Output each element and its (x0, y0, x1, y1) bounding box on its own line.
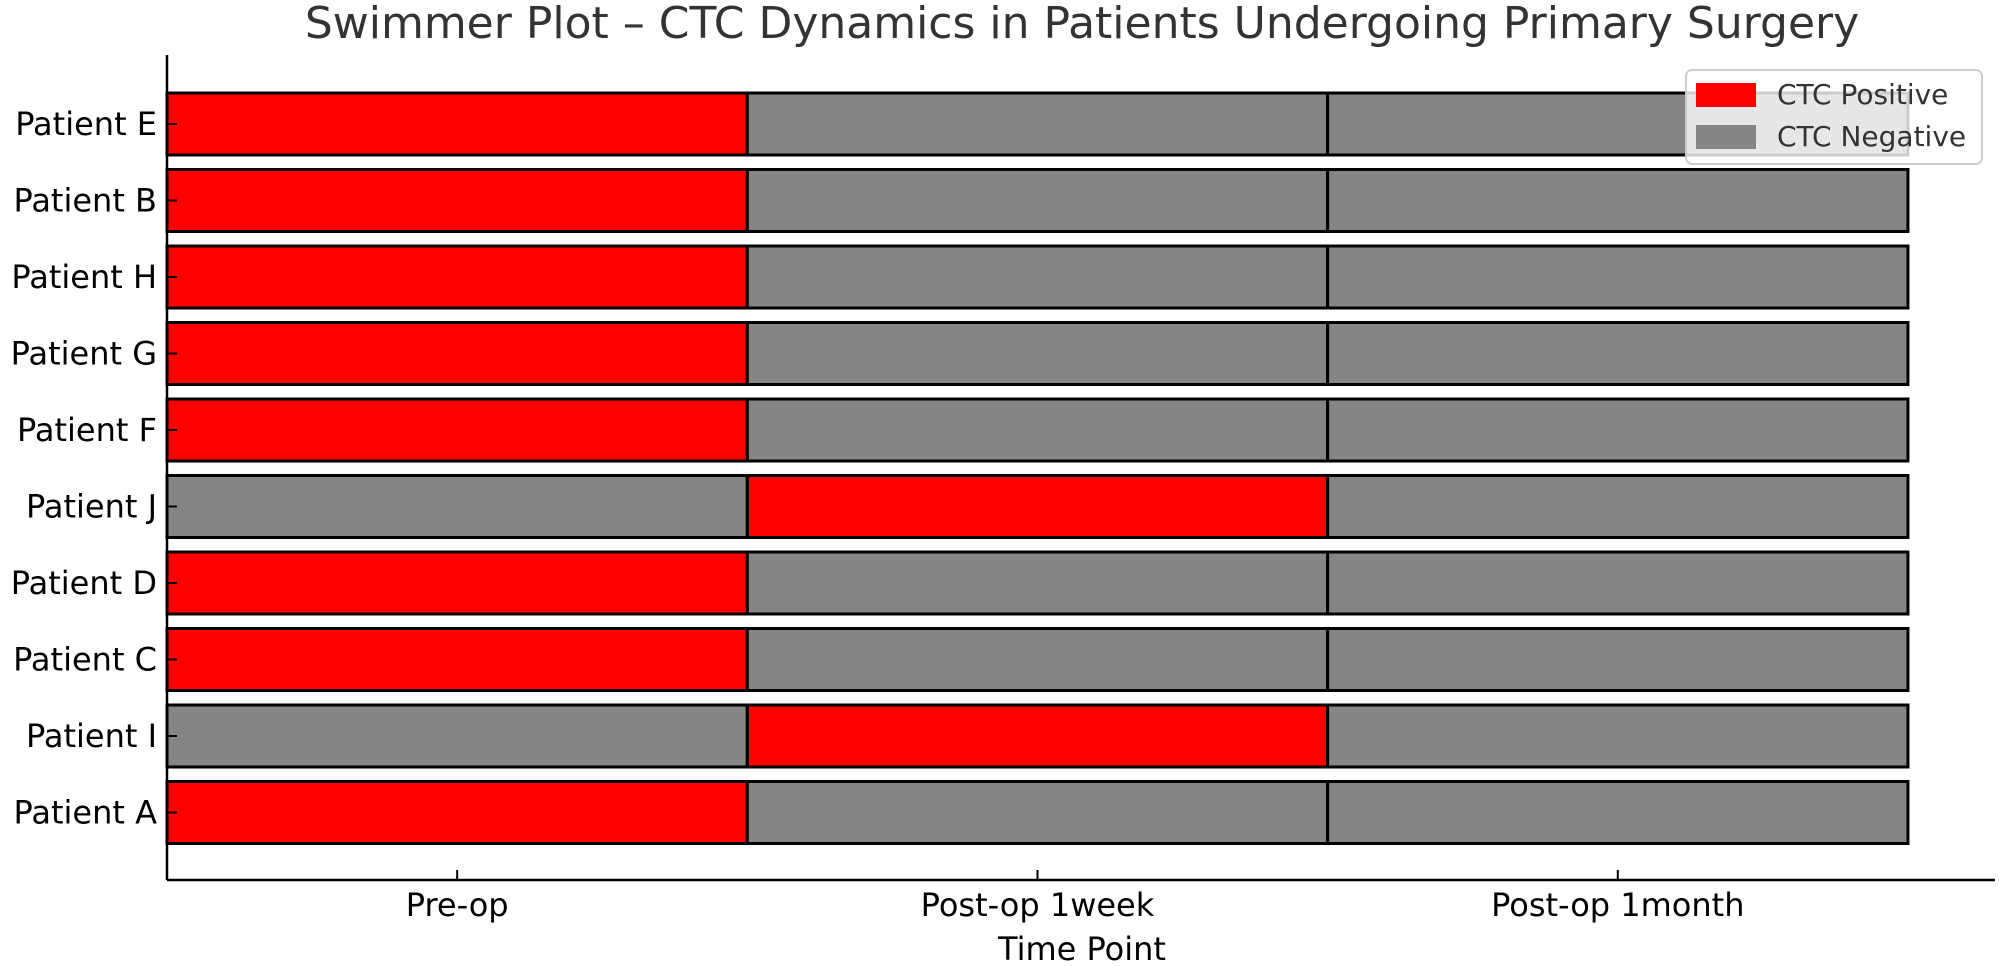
bar-segment (745, 244, 1330, 310)
y-tick-label: Patient H (11, 258, 157, 296)
bar-segment (1326, 244, 1910, 310)
y-tick-label: Patient B (13, 182, 157, 220)
bar-segment (165, 474, 749, 539)
bar-segment (1326, 780, 1910, 845)
bar-segment (165, 397, 749, 463)
legend-box (1685, 69, 1983, 165)
bar-segment (165, 244, 749, 310)
legend-swatch (1696, 83, 1756, 107)
bar-segment (745, 550, 1330, 616)
y-tick-label: Patient F (17, 411, 157, 449)
bar-segment (1326, 397, 1910, 463)
y-tick-label: Patient D (11, 564, 157, 602)
bar-segment (165, 550, 749, 616)
axes-group (165, 55, 1995, 882)
bar-segment (745, 703, 1330, 769)
y-tick-label: Patient C (13, 641, 157, 679)
bar-segment (165, 780, 749, 845)
bar-segment (745, 474, 1330, 539)
legend-swatch (1696, 125, 1756, 149)
bar-segment (1326, 627, 1910, 692)
x-tick-label: Post-op 1month (1491, 886, 1744, 924)
bar-segment (745, 627, 1330, 692)
bar-segment (745, 168, 1330, 233)
bars-group (165, 91, 1910, 845)
legend-label: CTC Positive (1777, 78, 1948, 111)
x-tick-labels: Pre-op Post-op 1week Post-op 1month (406, 870, 1744, 924)
bar-segment (1326, 703, 1910, 769)
bar-segment (165, 703, 749, 769)
chart-title: Swimmer Plot – CTC Dynamics in Patients … (305, 0, 1859, 49)
y-tick-labels: Patient E Patient B Patient H Patient G Pati… (11, 105, 177, 832)
bar-segment (745, 91, 1330, 157)
x-axis-label: Time Point (997, 930, 1166, 966)
x-tick-label: Pre-op (406, 886, 509, 924)
bar-segment (745, 397, 1330, 463)
bar-segment (1326, 550, 1910, 616)
y-tick-label: Patient I (26, 717, 157, 755)
x-tick-label: Post-op 1week (921, 886, 1155, 924)
bar-segment (1326, 321, 1910, 386)
bar-segment (165, 91, 749, 157)
bar-segment (745, 321, 1330, 386)
bar-segment (1326, 474, 1910, 539)
legend: CTC Positive CTC Negative (1685, 69, 1983, 165)
y-tick-label: Patient E (15, 105, 157, 143)
bar-segment (165, 627, 749, 692)
legend-label: CTC Negative (1777, 120, 1966, 153)
y-tick-label: Patient J (26, 488, 157, 526)
y-tick-label: Patient A (14, 794, 158, 832)
bar-segment (745, 780, 1330, 845)
bar-segment (165, 168, 749, 233)
bar-segment (165, 321, 749, 386)
y-tick-label: Patient G (11, 335, 157, 373)
bar-segment (1326, 168, 1910, 233)
